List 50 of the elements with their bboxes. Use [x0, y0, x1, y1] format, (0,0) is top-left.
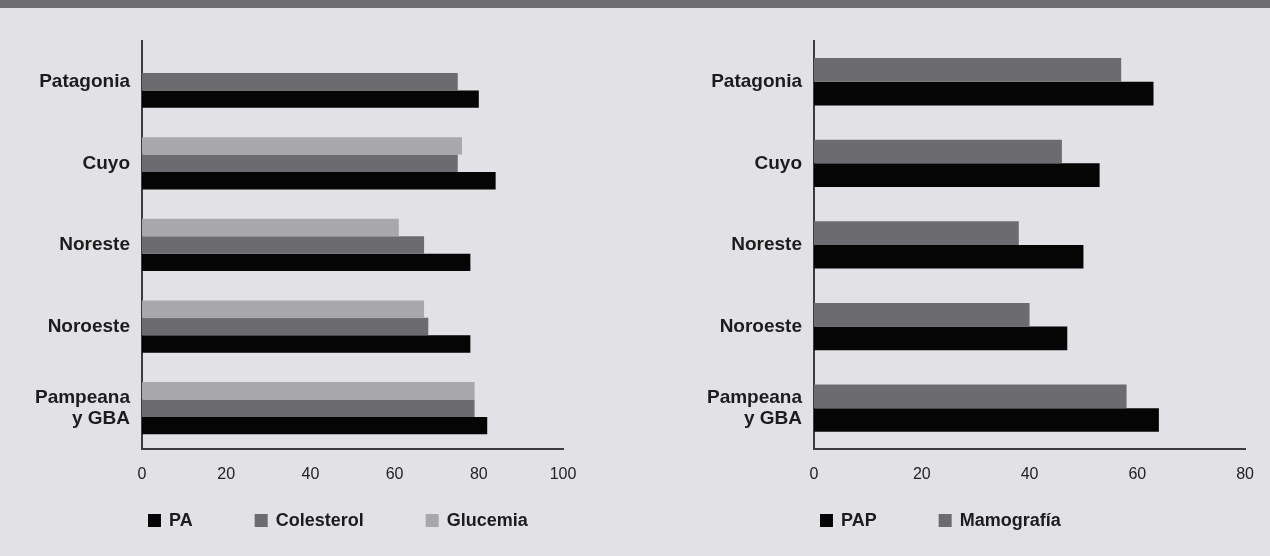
x-tick-label: 40	[1020, 465, 1039, 483]
legend-label: Colesterol	[275, 509, 364, 530]
bar	[814, 408, 1159, 432]
bar	[142, 218, 399, 237]
legend-label: Glucemia	[446, 509, 529, 530]
y-tick-label: Pampeana y GBA	[706, 385, 803, 428]
bar	[142, 73, 458, 91]
x-tick-label: 20	[217, 465, 236, 483]
bar	[142, 137, 462, 155]
bar	[814, 221, 1019, 245]
legend-label: Mamografía	[959, 509, 1062, 530]
bar	[142, 90, 479, 108]
bar	[814, 384, 1127, 409]
x-tick-label: 80	[469, 465, 488, 483]
x-tick-label: 80	[1236, 465, 1255, 483]
bar	[814, 326, 1068, 351]
x-tick-label: 40	[301, 465, 320, 483]
x-tick-label: 0	[809, 465, 819, 483]
legend-label: PAP	[841, 509, 877, 530]
bar	[814, 244, 1084, 269]
y-tick-label: Noroeste	[719, 314, 802, 336]
legend-label: PA	[169, 509, 193, 530]
y-tick-label: Cuyo	[754, 151, 802, 173]
bar	[142, 172, 496, 190]
bar	[142, 253, 471, 272]
bar	[142, 399, 475, 417]
bar	[142, 154, 458, 173]
x-tick-label: 0	[137, 465, 147, 483]
bar	[814, 163, 1100, 187]
y-tick-label: Noroeste	[47, 314, 130, 336]
x-tick-label: 60	[1128, 465, 1147, 483]
bar	[142, 335, 471, 353]
bar	[814, 139, 1062, 164]
bar	[142, 300, 425, 318]
y-tick-label: Patagonia	[39, 69, 131, 91]
x-tick-label: 20	[912, 465, 931, 483]
bar	[814, 81, 1154, 106]
x-tick-label: 100	[549, 465, 577, 483]
bar	[142, 317, 429, 336]
x-tick-label: 60	[385, 465, 404, 483]
bar	[142, 416, 488, 435]
y-tick-label: Pampeana y GBA	[34, 385, 131, 428]
bar	[142, 382, 475, 400]
bar	[814, 58, 1122, 82]
bar	[814, 302, 1030, 327]
bar	[142, 236, 425, 254]
y-tick-label: Noreste	[59, 233, 130, 255]
y-tick-label: Cuyo	[82, 151, 130, 173]
y-tick-label: Noreste	[731, 233, 802, 255]
y-tick-label: Patagonia	[711, 69, 803, 91]
